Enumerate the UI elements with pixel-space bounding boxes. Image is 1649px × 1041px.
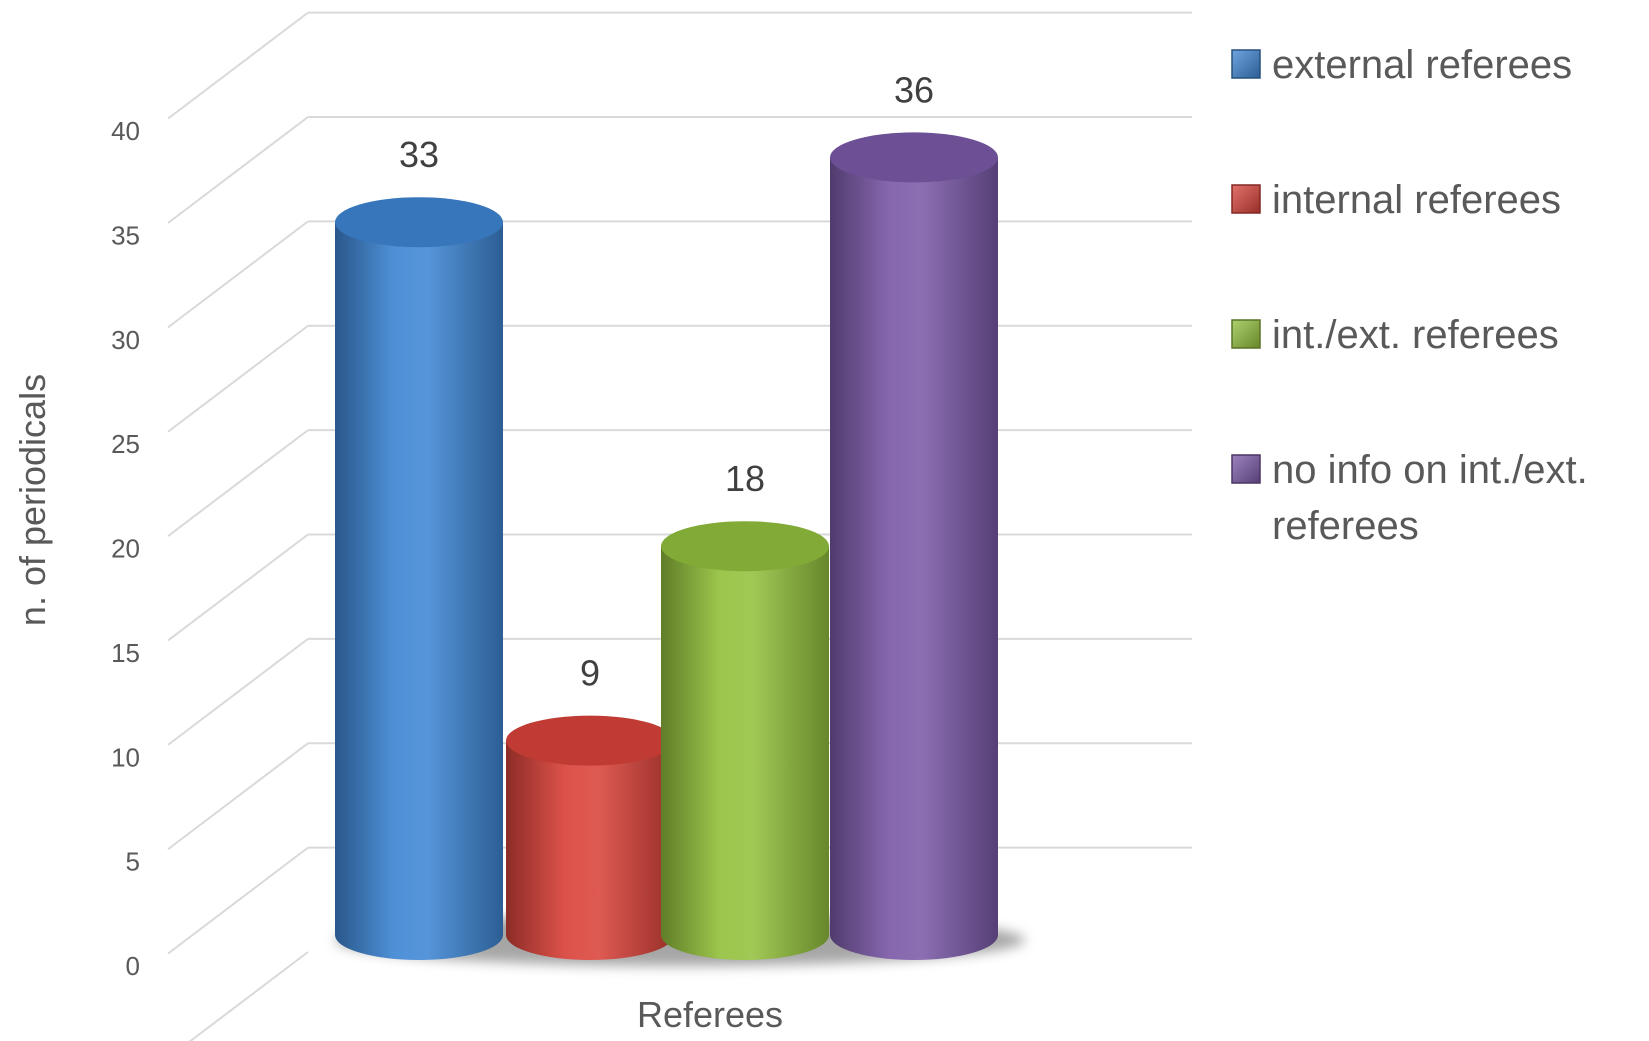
- legend-item: int./ext. referees: [1231, 313, 1559, 357]
- gridline: [167, 742, 309, 851]
- y-tick-label: 0: [126, 951, 140, 981]
- bar-internal-referees: [506, 715, 674, 960]
- gridline: [167, 220, 309, 329]
- x-axis-title: Referees: [637, 994, 783, 1035]
- y-axis-title: n. of periodicals: [12, 374, 53, 626]
- legend-swatch: [1231, 319, 1261, 349]
- bars: [335, 132, 1025, 966]
- bar-top: [830, 132, 998, 183]
- y-tick-label: 30: [111, 325, 140, 355]
- y-tick-label: 20: [111, 534, 140, 564]
- legend-item: no info on int./ext. referees: [1231, 448, 1588, 548]
- legend-label: referees: [1272, 504, 1419, 548]
- bar-body: [661, 546, 829, 960]
- legend-label: internal referees: [1272, 178, 1561, 222]
- y-tick-label: 25: [111, 429, 140, 459]
- gridline: [167, 324, 309, 433]
- bar-top: [335, 197, 503, 248]
- bar-top: [661, 521, 829, 572]
- data-label: 33: [399, 134, 439, 175]
- bar-body: [335, 222, 503, 960]
- y-tick-label: 35: [111, 220, 140, 250]
- y-tick-label: 40: [111, 116, 140, 146]
- legend-label: int./ext. referees: [1272, 313, 1559, 357]
- bar-int-ext-referees: [661, 521, 829, 960]
- legend-label: external referees: [1272, 43, 1572, 87]
- bar-body: [830, 157, 998, 960]
- legend-label: no info on int./ext.: [1272, 448, 1588, 492]
- data-labels: 33 9 18 36: [399, 69, 934, 693]
- bar-top: [506, 715, 674, 766]
- y-tick-label: 5: [126, 847, 140, 877]
- gridline: [188, 951, 309, 1041]
- data-label: 9: [580, 653, 600, 694]
- gridline: [167, 429, 309, 537]
- legend-item: internal referees: [1231, 178, 1561, 222]
- bar-external-referees: [335, 197, 503, 960]
- y-tick-label: 10: [111, 742, 140, 772]
- gridline: [167, 638, 309, 746]
- y-axis: 0 5 10 15 20 25 30 35 40: [111, 116, 140, 981]
- legend-item: external referees: [1231, 43, 1572, 87]
- legend-swatch: [1231, 184, 1261, 214]
- legend: external referees internal referees int./e…: [1231, 43, 1588, 548]
- gridline: [167, 533, 309, 642]
- data-label: 36: [894, 69, 934, 110]
- data-label: 18: [725, 458, 765, 499]
- bar-body: [506, 740, 674, 960]
- gridline: [167, 11, 309, 120]
- gridline: [167, 116, 309, 224]
- legend-swatch: [1231, 454, 1261, 484]
- bar-no-info-on-int-ext-referees: [830, 132, 998, 960]
- gridline: [167, 846, 309, 955]
- legend-swatch: [1231, 49, 1261, 79]
- y-tick-label: 15: [111, 638, 140, 668]
